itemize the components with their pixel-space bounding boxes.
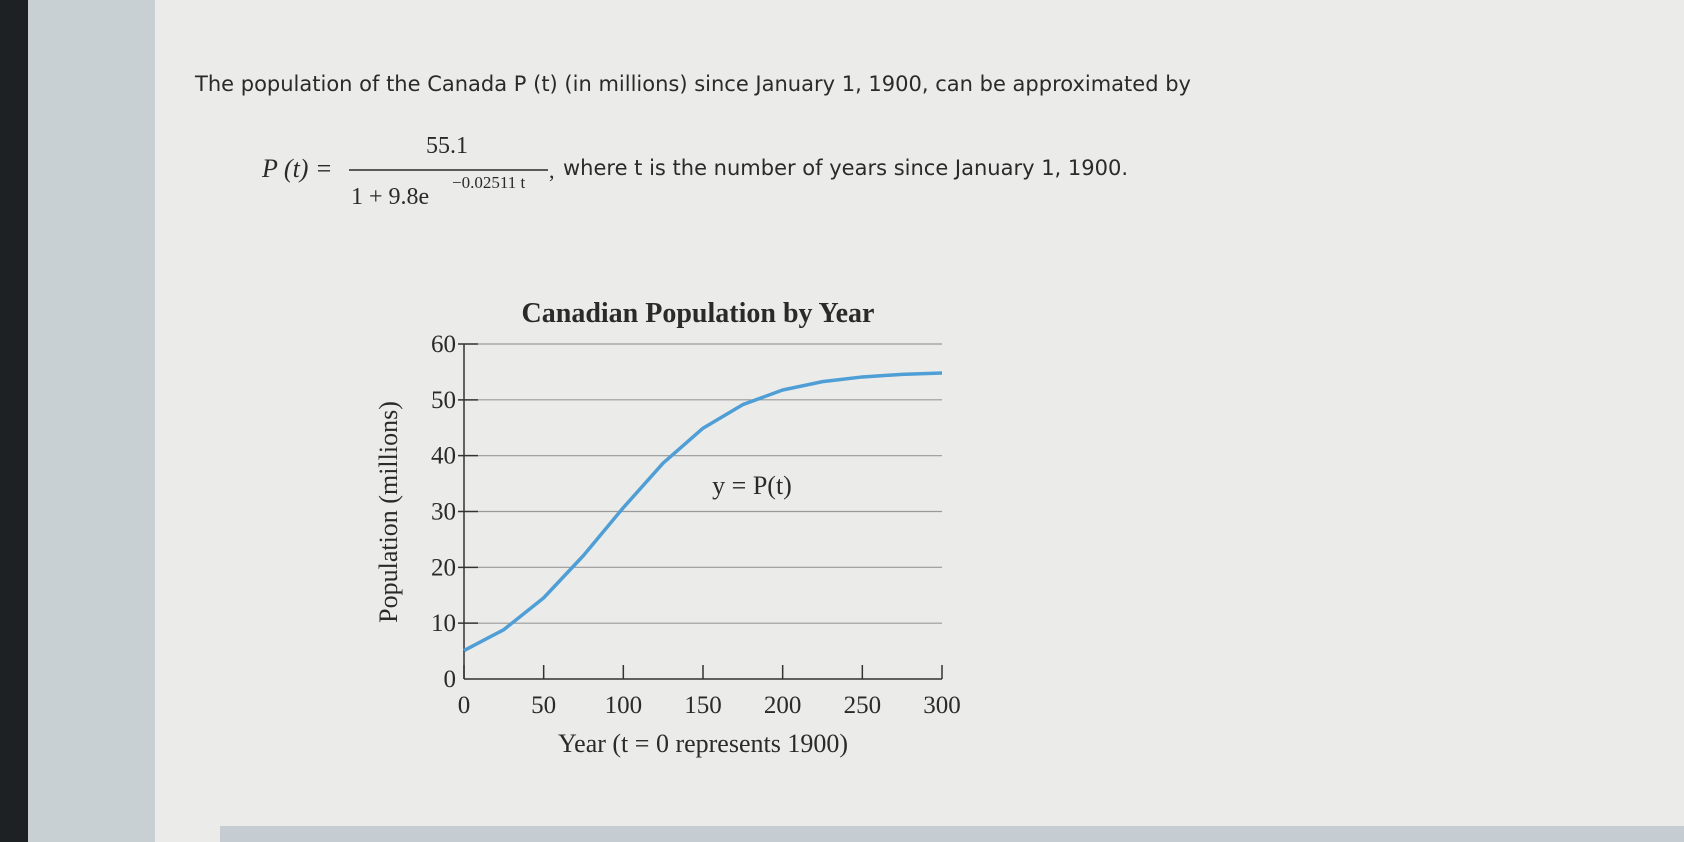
- formula-exponent: −0.02511 t: [452, 173, 525, 192]
- y-tick-label: 30: [431, 499, 456, 526]
- x-tick-label: 100: [605, 692, 643, 719]
- question-after: where t is the number of years since Jan…: [563, 156, 1128, 180]
- x-tick-label: 200: [764, 692, 802, 719]
- y-tick-label: 60: [431, 331, 456, 358]
- y-tick-label: 10: [431, 610, 456, 637]
- chart-title: Canadian Population by Year: [522, 298, 875, 329]
- y-tick-label: 20: [431, 554, 456, 581]
- y-tick-label: 40: [431, 443, 456, 470]
- x-tick-label: 0: [458, 692, 471, 719]
- formula-lhs: P (t) =: [261, 154, 333, 183]
- y-tick-label: 0: [444, 666, 457, 693]
- x-tick-label: 50: [531, 692, 556, 719]
- line-series: [463, 371, 943, 653]
- x-tick-label: 250: [844, 692, 882, 719]
- x-axis-label: Year (t = 0 represents 1900): [558, 729, 848, 758]
- x-tick-label: 150: [684, 692, 722, 719]
- page-background: [155, 0, 1684, 842]
- formula-comma: ,: [549, 158, 555, 183]
- formula-denominator: 1 + 9.8e: [351, 184, 429, 210]
- x-tick-label: 300: [923, 692, 961, 719]
- y-tick-label: 50: [431, 387, 456, 414]
- formula-numerator: 55.1: [426, 133, 468, 159]
- annotation: y = P(t): [712, 471, 792, 500]
- bottom-bar: [220, 826, 1684, 842]
- chart: Canadian Population by Year Year (t = 0 …: [374, 298, 961, 758]
- question-intro: The population of the Canada P (t) (in m…: [194, 72, 1191, 96]
- y-axis-label: Population (millions): [374, 401, 403, 623]
